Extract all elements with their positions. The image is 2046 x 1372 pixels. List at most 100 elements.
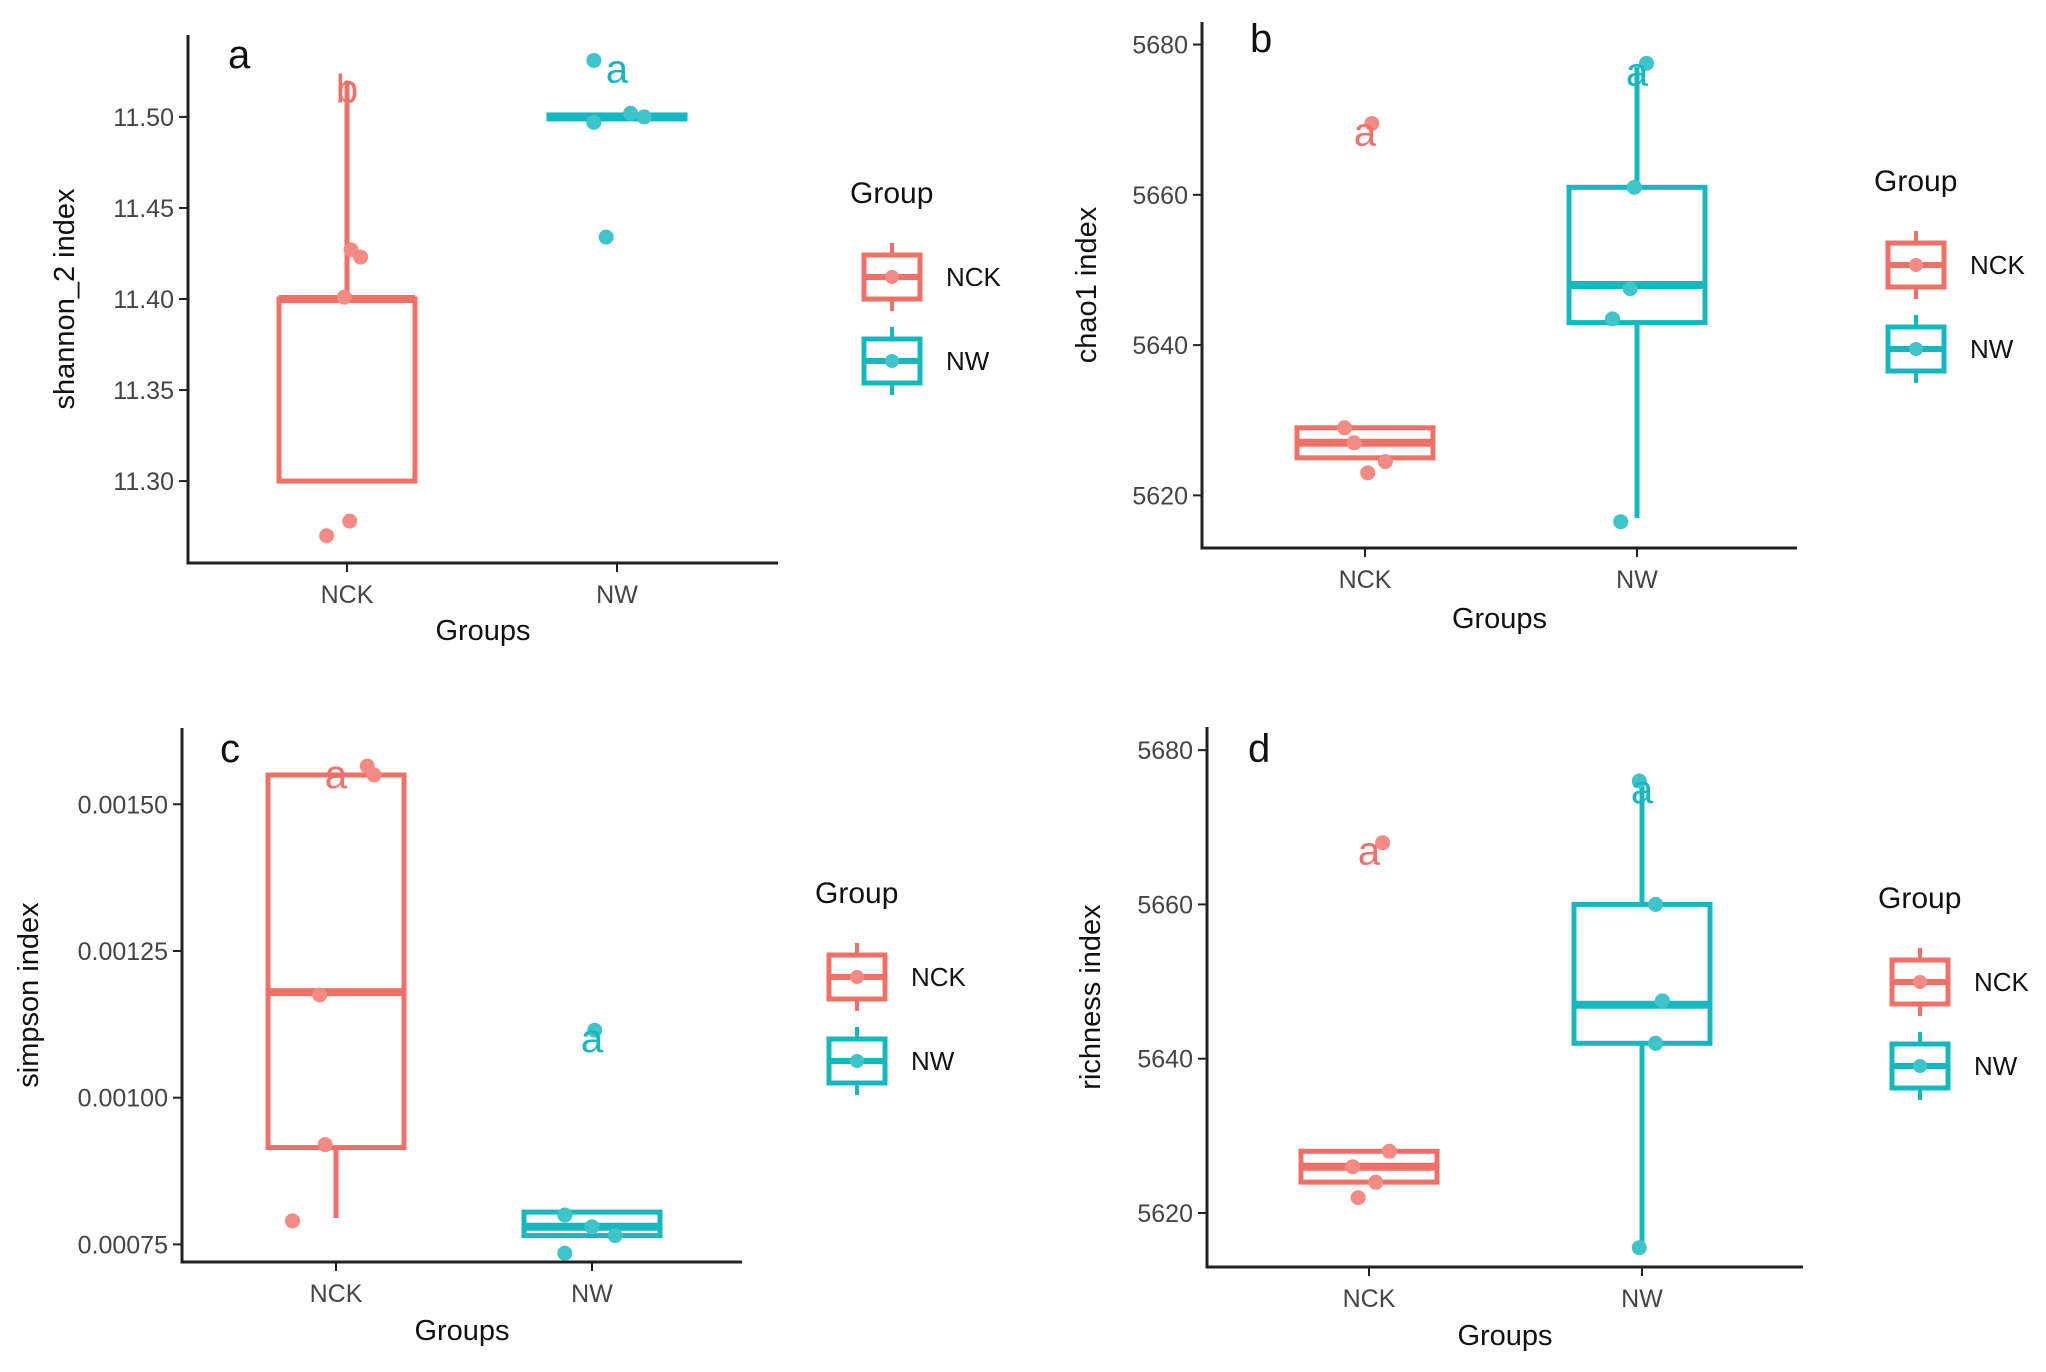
y-axis-title: simpson index [13, 902, 45, 1088]
x-tick-label: NCK [310, 1280, 363, 1308]
legend-key-nw [1889, 1032, 1951, 1100]
y-tick-label: 0.00075 [78, 1231, 168, 1259]
box-nck: b [276, 68, 418, 544]
y-tick-label: 5680 [1132, 32, 1188, 60]
x-axis-title: Groups [414, 1315, 509, 1347]
y-tick-label: 11.30 [113, 468, 174, 496]
y-tick-label: 0.00125 [78, 938, 168, 966]
box-nck: a [1298, 830, 1440, 1206]
y-tick-label: 11.40 [113, 286, 174, 314]
box-iqr [1566, 184, 1708, 326]
legend-point [1909, 258, 1923, 272]
y-tick-label: 5660 [1137, 891, 1193, 919]
data-point [1350, 1190, 1366, 1206]
data-point [1381, 1143, 1397, 1159]
box-iqr [276, 296, 418, 484]
legend: Group NCK NW [850, 177, 1002, 395]
data-point [586, 114, 602, 130]
data-point [584, 1219, 600, 1235]
data-point [557, 1245, 573, 1261]
legend-label: NW [1974, 1051, 2018, 1081]
box-nck: a [265, 753, 407, 1229]
data-point [607, 1228, 623, 1244]
data-point [586, 52, 602, 68]
panel-c: 0.00075 0.00100 0.00125 0.00150 NCK NW Groups s… [13, 727, 967, 1347]
data-point [1631, 773, 1647, 789]
data-point [1337, 420, 1353, 436]
legend-label: NCK [1974, 967, 2030, 997]
data-point [1648, 896, 1664, 912]
data-point [1654, 993, 1670, 1009]
data-point [336, 289, 352, 305]
y-tick-label: 5620 [1132, 482, 1188, 510]
x-tick-label: NW [1616, 566, 1658, 594]
box-iqr [265, 772, 407, 1151]
y-tick-label: 5660 [1132, 182, 1188, 210]
data-point [1346, 435, 1362, 451]
legend-label: NW [911, 1046, 955, 1076]
x-axis-title: Groups [1457, 1320, 1552, 1352]
significance-letter: a [581, 1017, 604, 1061]
significance-letter: b [336, 68, 358, 112]
data-point [623, 105, 639, 121]
x-tick-label: NW [571, 1280, 613, 1308]
legend-key-nw [861, 327, 923, 395]
legend-key-nck [1889, 948, 1951, 1016]
panel-label: b [1250, 17, 1272, 61]
data-point [557, 1207, 573, 1223]
x-tick-label: NW [1621, 1285, 1663, 1313]
data-point [317, 1137, 333, 1153]
legend-key-nw [826, 1027, 888, 1095]
legend-title: Group [815, 877, 898, 910]
legend-point [850, 1054, 864, 1068]
y-tick-label: 11.45 [113, 195, 174, 223]
data-point [636, 109, 652, 125]
legend: Group NCK NW [1874, 165, 2026, 383]
y-tick-label: 5620 [1137, 1200, 1193, 1228]
significance-letter: a [1358, 830, 1381, 874]
legend-key-nck [861, 243, 923, 311]
panel-d: 5620 5640 5660 5680 NCK NW Groups richness inde… [1075, 727, 2030, 1352]
x-tick-label: NCK [1343, 1285, 1396, 1313]
panel-label: c [220, 727, 240, 771]
data-point [1377, 454, 1393, 470]
data-point [1605, 311, 1621, 327]
y-tick-label: 5640 [1137, 1046, 1193, 1074]
panel-a: 11.30 11.35 11.40 11.45 11.50 NCK NW Groups shan… [49, 33, 1002, 647]
legend-key-nck [1885, 231, 1947, 299]
legend-title: Group [1878, 882, 1961, 915]
significance-letter: a [606, 47, 629, 91]
legend-point [1909, 342, 1923, 356]
legend-point [1913, 975, 1927, 989]
x-tick-label: NW [596, 581, 638, 609]
data-point [1613, 514, 1629, 530]
panel-b: 5620 5640 5660 5680 NCK NW Groups chao1 index b a… [1071, 17, 2026, 635]
box-nw: a [546, 47, 688, 245]
significance-letter: a [1626, 50, 1649, 94]
box-nw: a [1566, 50, 1708, 530]
y-axis-title: shannon_2 index [49, 188, 81, 409]
data-point [284, 1213, 300, 1229]
x-axis-title: Groups [435, 615, 530, 647]
box-nck: a [1294, 110, 1436, 481]
legend-label: NW [946, 346, 990, 376]
data-point [366, 767, 382, 783]
legend-point [850, 970, 864, 984]
data-point [1631, 1240, 1647, 1256]
legend-point [885, 270, 899, 284]
y-tick-label: 11.35 [113, 377, 174, 405]
data-point [1345, 1159, 1361, 1175]
legend-point [1913, 1059, 1927, 1073]
panel-label: d [1248, 727, 1270, 771]
data-point [1368, 1174, 1384, 1190]
data-point [1360, 465, 1376, 481]
x-tick-label: NCK [321, 581, 374, 609]
y-tick-label: 5680 [1137, 737, 1193, 765]
data-point [312, 987, 328, 1003]
box-nw: a [1571, 768, 1713, 1256]
legend: Group NCK NW [1878, 882, 2030, 1100]
y-axis-title: chao1 index [1071, 206, 1103, 363]
significance-letter: a [1631, 768, 1654, 812]
legend-label: NCK [1970, 250, 2026, 280]
